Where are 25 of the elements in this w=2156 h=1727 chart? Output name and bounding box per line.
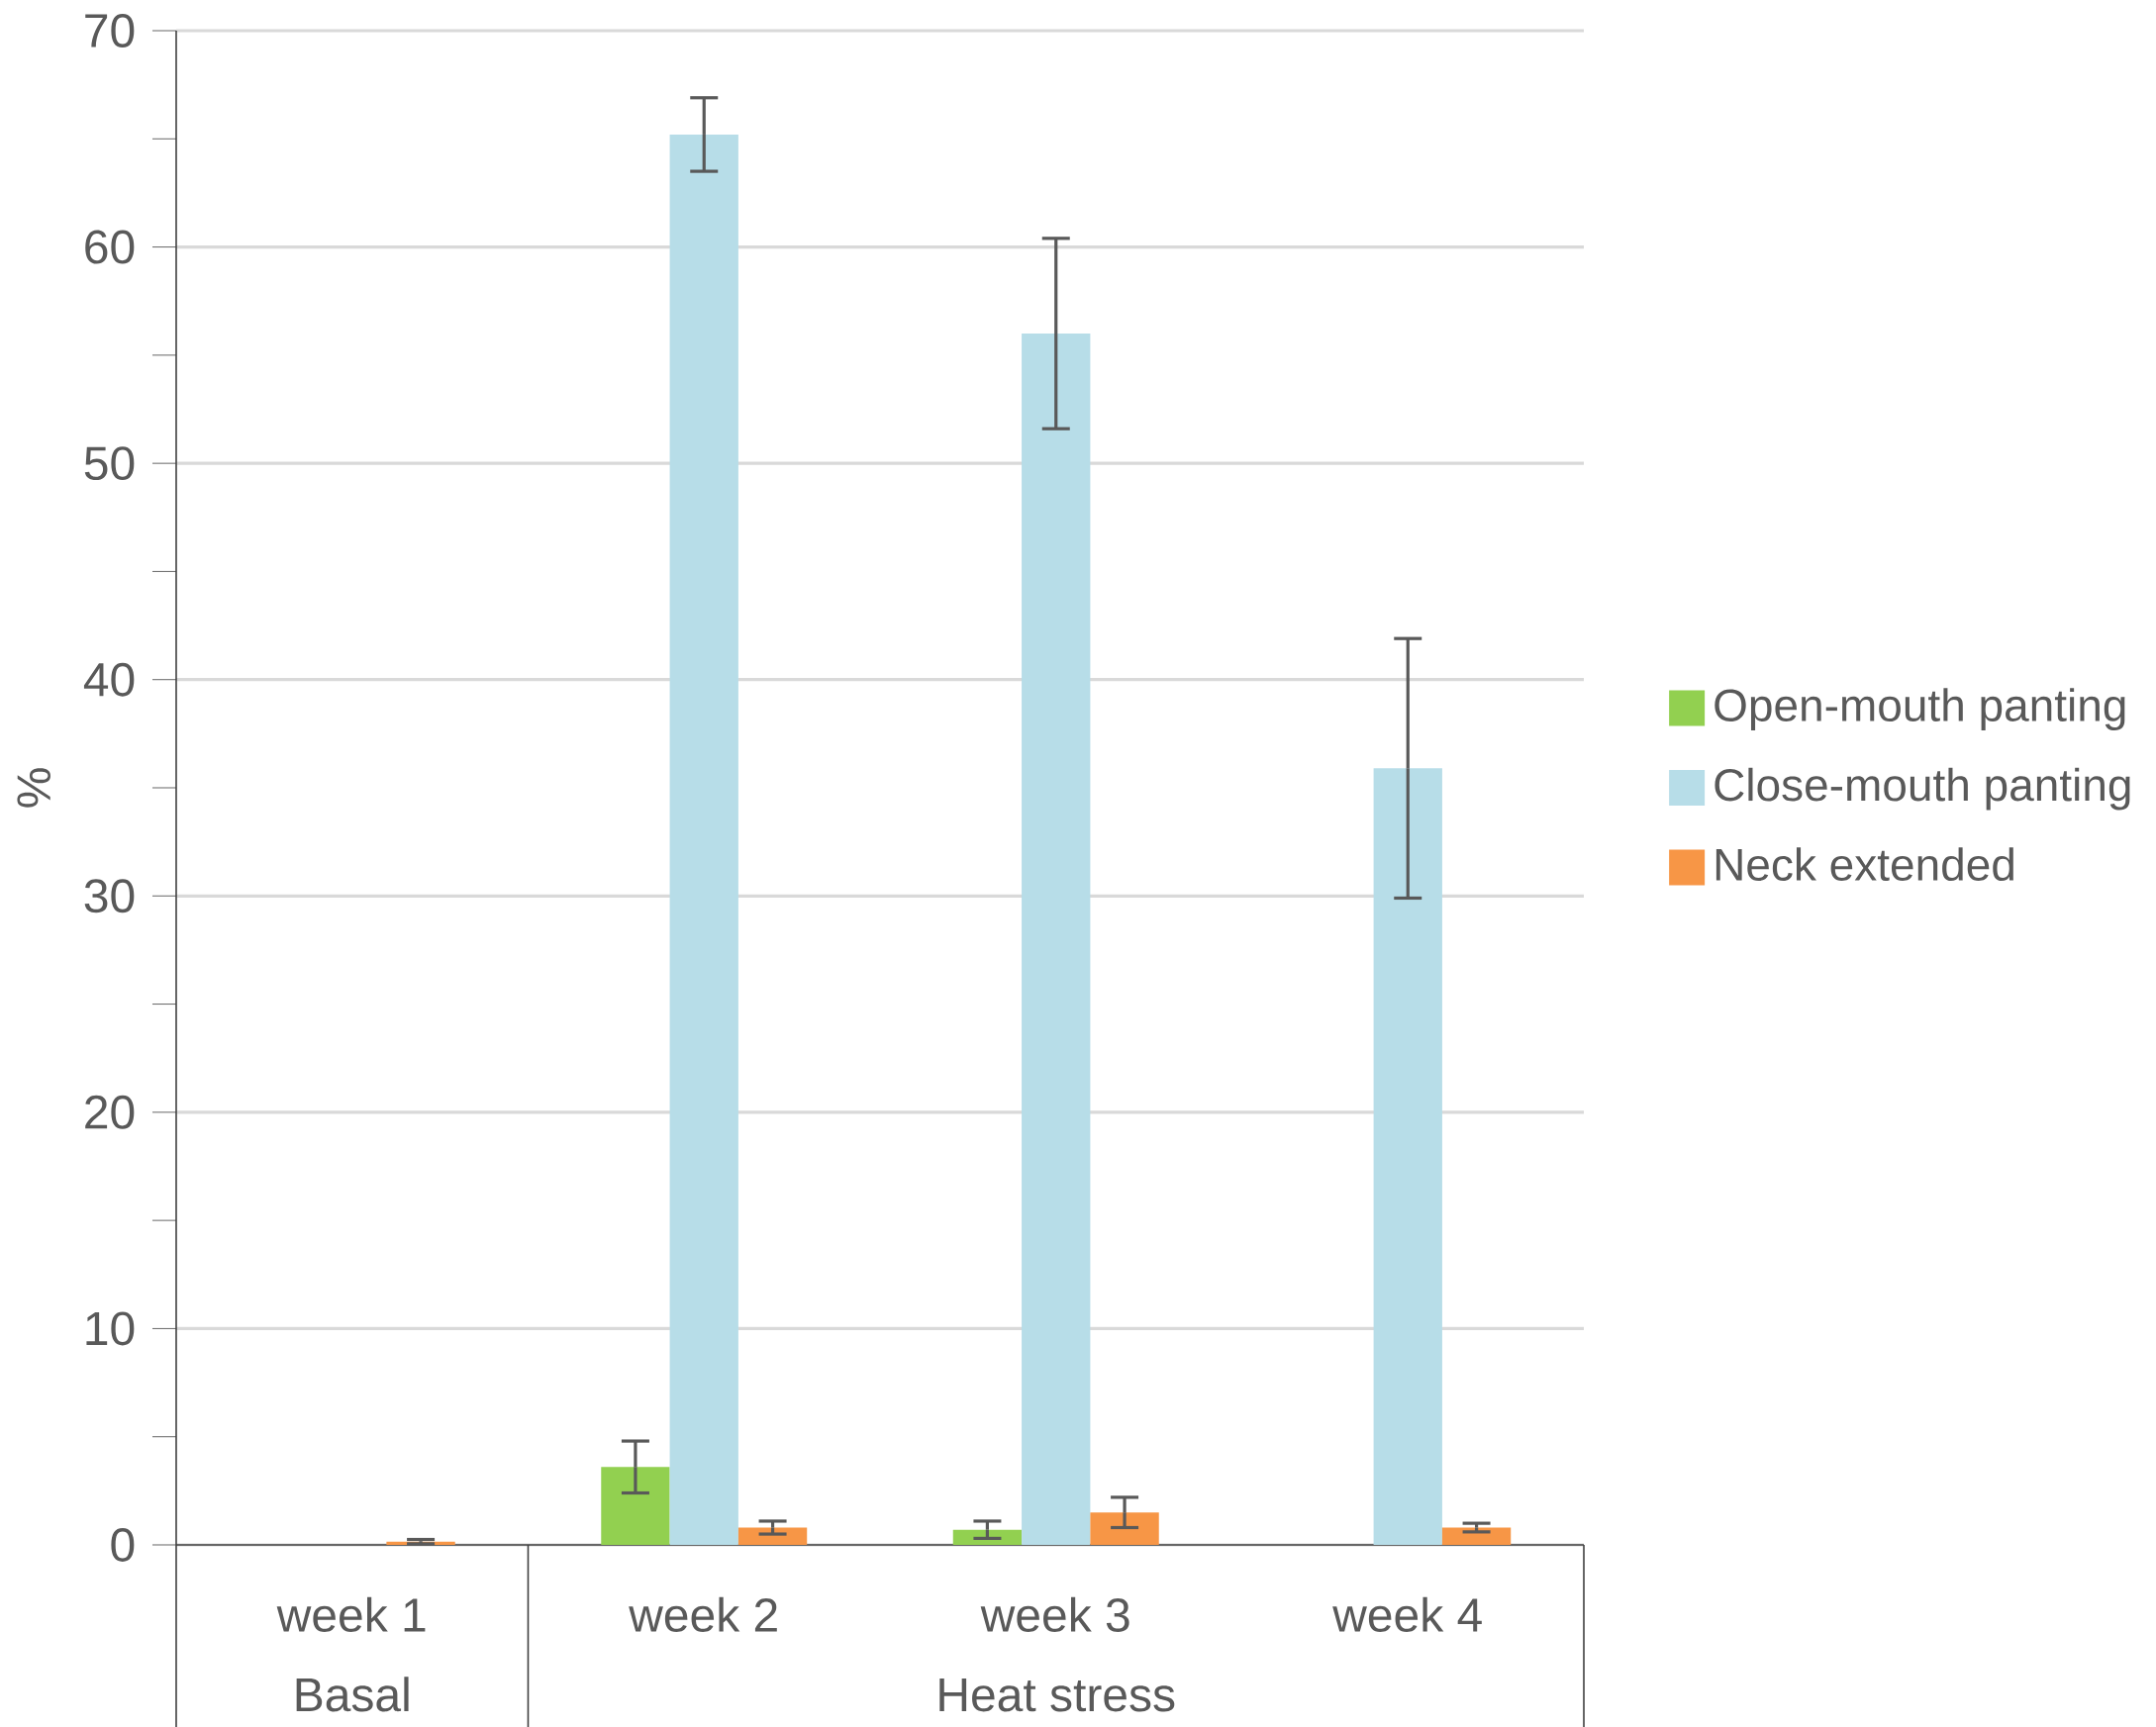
x-tick-label: week 1 (276, 1596, 426, 1633)
bar (952, 1529, 1023, 1545)
y-tick-label: 20 (85, 1095, 135, 1129)
y-tick-label: 60 (85, 230, 135, 264)
legend-label: Open-mouth panting (1715, 688, 2125, 731)
bar (1090, 1512, 1159, 1545)
y-tick-label: 30 (84, 879, 135, 913)
bar (1373, 768, 1442, 1545)
bar (669, 134, 738, 1545)
legend-label: Neck extended (1715, 847, 2013, 882)
legend-label: Close-mouth panting (1715, 767, 2130, 811)
y-tick-label: 70 (85, 14, 135, 48)
text: Basal (296, 1677, 409, 1712)
x-tick-label: week 4 (1332, 1596, 1482, 1633)
y-tick-label: 40 (83, 662, 135, 697)
bar (1441, 1527, 1512, 1545)
bar (601, 1467, 670, 1545)
x-tick-label: week 2 (629, 1596, 777, 1633)
bar (1022, 334, 1091, 1545)
y-tick-label: 10 (86, 1311, 135, 1346)
text: Heat stress (939, 1678, 1175, 1712)
y-tick-label: 50 (84, 446, 135, 481)
y-tick-label: 0 (111, 1528, 135, 1562)
y-axis-title: % (17, 768, 50, 808)
x-tick-label: week 3 (980, 1596, 1129, 1633)
